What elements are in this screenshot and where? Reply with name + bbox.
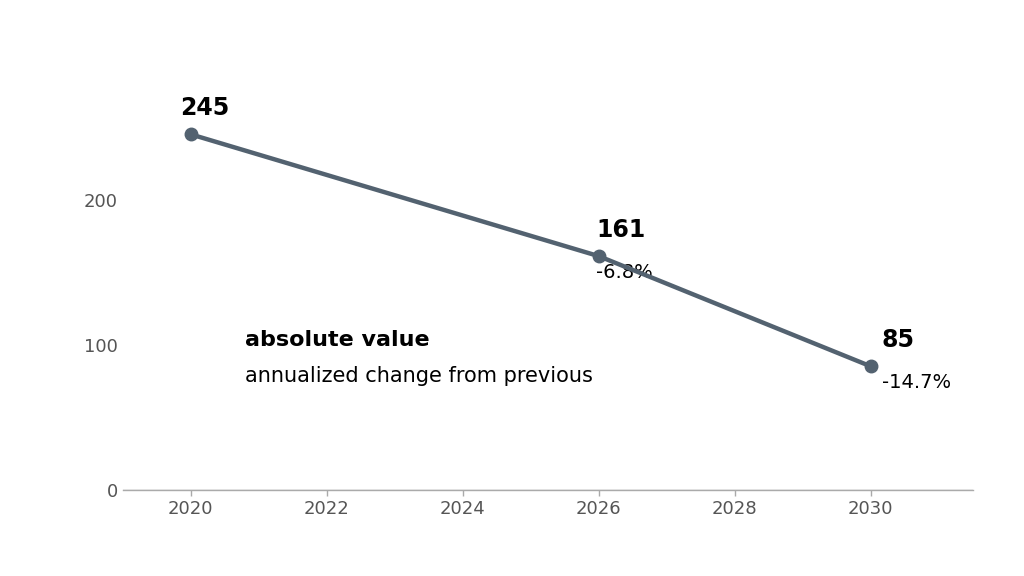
Text: -14.7%: -14.7% bbox=[882, 373, 951, 392]
Text: 161: 161 bbox=[596, 218, 645, 242]
Text: absolute value: absolute value bbox=[246, 330, 430, 350]
Text: 85: 85 bbox=[882, 328, 914, 353]
Text: -6.8%: -6.8% bbox=[596, 263, 653, 282]
Text: annualized change from previous: annualized change from previous bbox=[246, 366, 593, 386]
Text: 245: 245 bbox=[180, 96, 229, 120]
